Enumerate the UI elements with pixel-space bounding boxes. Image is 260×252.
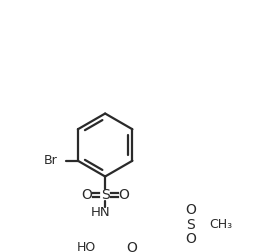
Text: O: O (118, 188, 129, 202)
Text: HN: HN (91, 206, 111, 219)
Text: O: O (185, 203, 196, 217)
Text: HO: HO (77, 241, 96, 252)
Text: S: S (101, 188, 109, 202)
Text: S: S (186, 217, 195, 232)
Text: O: O (126, 241, 137, 252)
Text: O: O (185, 232, 196, 246)
Text: Br: Br (44, 154, 58, 167)
Text: O: O (81, 188, 92, 202)
Text: CH₃: CH₃ (210, 218, 233, 231)
